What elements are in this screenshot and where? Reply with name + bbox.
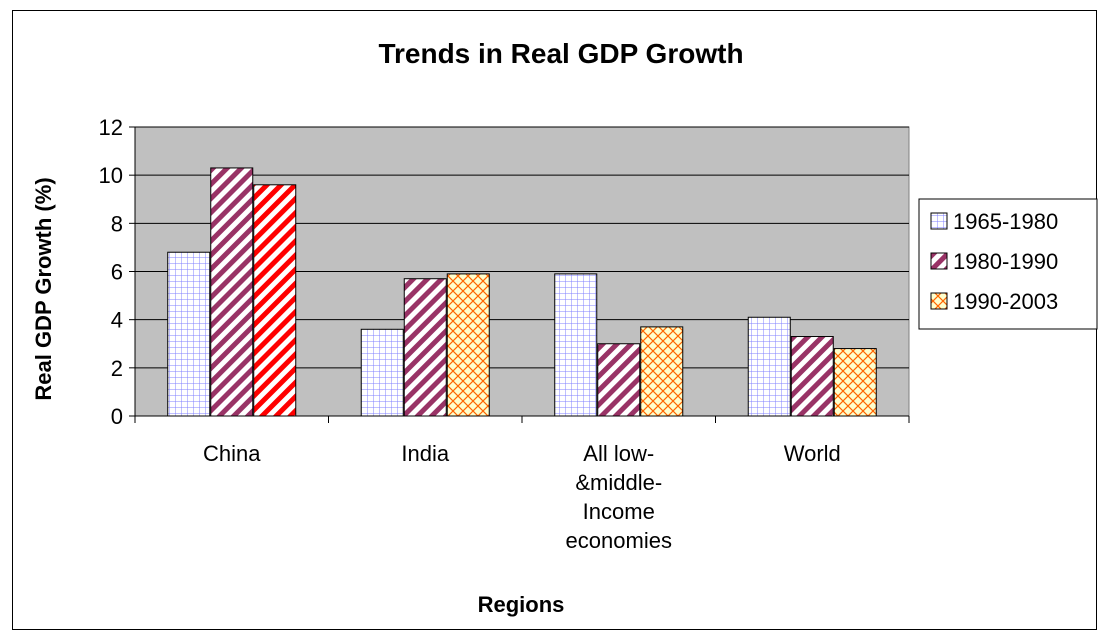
bar-1965-1980 bbox=[747, 316, 791, 417]
x-tick-label: Income bbox=[583, 499, 655, 524]
x-tick-label: World bbox=[784, 441, 841, 466]
legend-box bbox=[918, 198, 1098, 330]
bar-1965-1980 bbox=[167, 251, 211, 417]
legend-swatch bbox=[930, 292, 948, 310]
bar-1980-1990 bbox=[403, 278, 447, 417]
x-axis: China India All low- &middle- Income economie… bbox=[134, 415, 910, 553]
y-tick-label: 6 bbox=[111, 260, 123, 285]
y-tick-label: 4 bbox=[111, 308, 123, 333]
y-tick-label: 12 bbox=[99, 115, 123, 140]
y-tick-label: 2 bbox=[111, 356, 123, 381]
bar-1980-1990 bbox=[790, 336, 834, 417]
bar-1990-2003 bbox=[640, 326, 684, 417]
legend-label: 1965-1980 bbox=[953, 209, 1058, 234]
bars bbox=[167, 167, 877, 417]
x-axis-title: Regions bbox=[478, 592, 565, 617]
legend-label: 1990-2003 bbox=[953, 289, 1058, 314]
x-tick-label: China bbox=[203, 441, 261, 466]
legend-label: 1980-1990 bbox=[953, 249, 1058, 274]
y-axis-title: Real GDP Growth (%) bbox=[31, 177, 56, 400]
chart-frame: Trends in Real GDP Growth Real GDP Growt… bbox=[12, 10, 1098, 630]
bar-1990-2003 bbox=[253, 184, 297, 417]
bar-chart: Trends in Real GDP Growth Real GDP Growt… bbox=[31, 38, 1098, 617]
chart-title: Trends in Real GDP Growth bbox=[378, 38, 743, 69]
x-tick-label: All low- bbox=[583, 441, 654, 466]
y-tick-label: 10 bbox=[99, 163, 123, 188]
legend-swatch bbox=[930, 252, 948, 270]
legend: 1965-1980 1980-1990 1990-2003 bbox=[918, 198, 1098, 330]
y-tick-label: 8 bbox=[111, 211, 123, 236]
bar-1990-2003 bbox=[446, 273, 490, 417]
legend-swatch bbox=[930, 212, 948, 230]
x-tick-label: India bbox=[401, 441, 449, 466]
bar-1965-1980 bbox=[554, 273, 598, 417]
x-tick-label: &middle- bbox=[575, 470, 662, 495]
bar-1965-1980 bbox=[360, 328, 404, 417]
bar-1980-1990 bbox=[597, 343, 641, 417]
bar-1990-2003 bbox=[833, 348, 877, 417]
y-axis: 0 2 4 6 8 10 12 bbox=[99, 115, 136, 429]
bar-1980-1990 bbox=[210, 167, 254, 417]
x-tick-label: economies bbox=[566, 528, 672, 553]
y-tick-label: 0 bbox=[111, 404, 123, 429]
